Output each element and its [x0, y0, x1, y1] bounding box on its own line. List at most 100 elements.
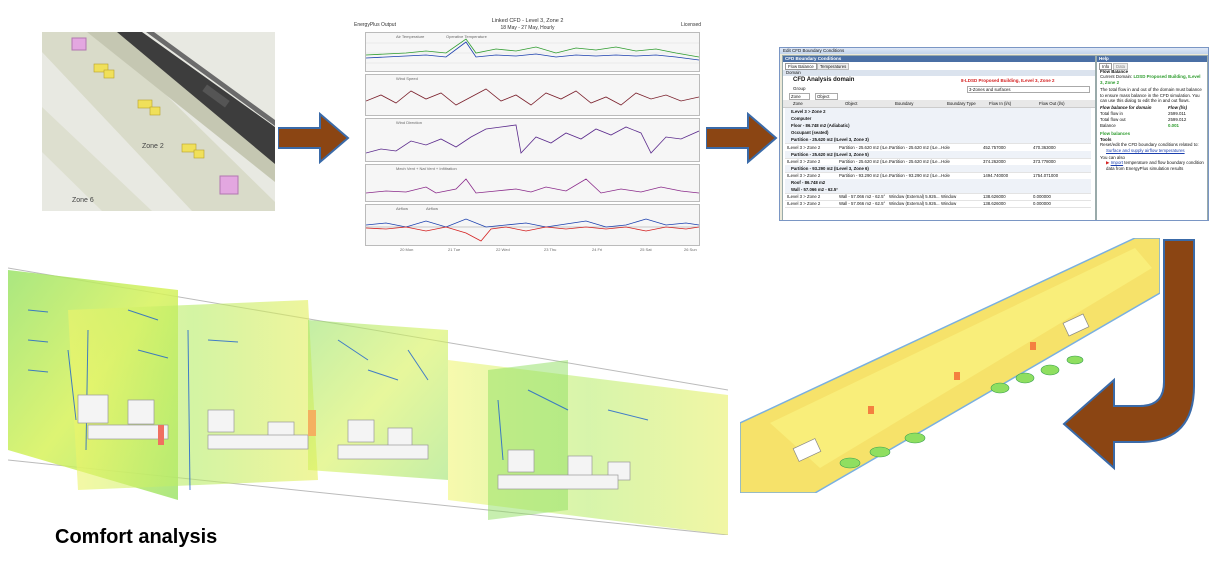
table-group-row[interactable]: Partition - 25.620 m2 (ILevel 3, Zone 5) — [785, 150, 1091, 159]
table-cell: Wall - 57.066 m2 - 62.5° — [839, 194, 886, 200]
eplus-right-header: Licensed — [680, 22, 701, 28]
eplus-title: Linked CFD - Level 3, Zone 2 — [491, 18, 564, 24]
group-row-label: Partition - 25.620 m2 (ILevel 3, Zone 5) — [791, 151, 869, 157]
x-tick: 25 Sat — [640, 247, 652, 252]
help-header: Help — [1097, 56, 1207, 62]
total-in-value: 2599.011 — [1168, 111, 1186, 117]
x-tick: 21 Tue — [448, 247, 461, 252]
boundary-table: ILevel 3 > Zone 2 Computer Floor - 86.748 … — [783, 108, 1095, 209]
building-3d-view: Zone 2 Zone 6 — [42, 32, 275, 211]
balance-label: Balance — [1100, 123, 1116, 129]
table-cell: Hole — [941, 144, 950, 150]
plot-airflow: Airflow Airflow — [365, 204, 700, 246]
tab-flow-balance[interactable]: Flow Balance — [785, 63, 817, 70]
col-header: Flow In (l/s) — [989, 101, 1012, 106]
energyplus-output-panel: EnergyPlus Output Linked CFD - Level 3, … — [350, 18, 705, 258]
x-tick: 23 Thu — [544, 247, 557, 252]
table-cell: 0.000000 — [1033, 194, 1051, 200]
table-group-row[interactable]: Partition - 25.620 m2 (ILevel 3, Zone 3) — [785, 136, 1091, 145]
eplus-subtitle: 18 May - 27 May, Hourly — [500, 25, 555, 31]
table-cell: ILevel 3 > Zone 2 — [787, 158, 821, 164]
domain-value: 8-LDSD Proposed Building, ILevel 3, Zone… — [961, 78, 1055, 83]
object-filter-select[interactable]: Object — [815, 93, 839, 100]
table-cell: Window — [941, 201, 957, 207]
table-cell: 0.000000 — [1033, 201, 1051, 207]
table-group-row[interactable]: Partition - 93.290 m2 (ILevel 3, Zone 6) — [785, 164, 1091, 173]
table-cell: 452.757000 — [983, 144, 1006, 150]
table-cell: Hole — [941, 172, 950, 178]
help-tab-info[interactable]: Info — [1099, 63, 1113, 70]
table-row[interactable]: ILevel 3 > Zone 2 Wall - 57.066 m2 - 62.5… — [785, 193, 1091, 202]
you-can-also: You can also — [1100, 155, 1125, 161]
col-header: Boundary — [895, 101, 914, 106]
group-row-label: Partition - 25.620 m2 (ILevel 3, Zone 3) — [791, 137, 869, 143]
tools-text: Reset/edit the CFD boundary conditions r… — [1100, 142, 1199, 148]
legend-item: Air Temperature — [396, 34, 425, 39]
help-domain-prefix: Current Domain: — [1100, 74, 1134, 80]
import-icon: ▶ — [1106, 160, 1110, 166]
flow-balances-heading: Flow balances — [1100, 131, 1131, 137]
floor-plan-comfort-map — [740, 238, 1160, 493]
col-header: Flow Out (l/s) — [1039, 101, 1065, 106]
curved-arrow — [1062, 239, 1195, 471]
col-header: Zone — [793, 101, 803, 106]
dialog-main-pane: CFD Boundary Conditions Flow Balance Tem… — [782, 55, 1096, 220]
cfd-airflow-volume — [8, 250, 728, 535]
group-row-label: Wall - 57.066 m2 - 62.5° — [791, 187, 838, 193]
right-arrow-1 — [278, 112, 350, 164]
group-row-label: Occupant (seated) — [791, 130, 829, 136]
tab-temperatures[interactable]: Temperatures — [817, 63, 850, 70]
help-tab-data[interactable]: Data — [1113, 63, 1129, 70]
legend-item: Mech Vent + Nat Vent + Infiltration — [396, 166, 457, 171]
table-cell: Partition - 93.290 m2 (ILe... — [839, 172, 892, 178]
help-domain-value: LDSD Proposed Building, ILevel 3, Zone 2 — [1100, 74, 1201, 85]
plot-wind-direction: Wind Direction — [365, 118, 700, 162]
group-select[interactable]: 3-Zones and surfaces — [967, 86, 1090, 93]
legend-item: Airflow — [396, 206, 409, 211]
table-cell: 1754.071000 — [1033, 172, 1059, 178]
x-tick: 26 Sun — [684, 247, 697, 252]
group-row-label: Computer — [791, 116, 812, 122]
table-cell: 470.363000 — [1033, 144, 1056, 150]
zone-label-6: Zone 6 — [72, 197, 94, 204]
x-tick: 24 Fri — [592, 247, 603, 252]
table-cell: 374.262000 — [983, 158, 1006, 164]
table-cell: 373.778000 — [1033, 158, 1056, 164]
tools-link[interactable]: Surface and supply airflow temperatures — [1106, 147, 1185, 153]
table-row[interactable]: ILevel 3 > Zone 2 Wall - 57.066 m2 - 62.5… — [785, 200, 1091, 209]
help-section-title: Flow Balance — [1100, 69, 1129, 74]
table-cell: ILevel 3 > Zone 2 — [787, 194, 821, 200]
right-arrow-2 — [706, 112, 778, 164]
total-out-value: 2599.012 — [1168, 117, 1187, 123]
total-in-label: Total flow in — [1100, 111, 1123, 117]
x-tick: 22 Wed — [496, 247, 510, 252]
balance-value: 0.001 — [1168, 123, 1179, 129]
table-cell: Hole — [941, 158, 950, 164]
table-group-row[interactable]: Wall - 57.066 m2 - 62.5° — [785, 186, 1091, 195]
col-header: Object — [845, 101, 858, 106]
table-cell: Window — [941, 194, 957, 200]
plot-temperature: Air Temperature Operative Temperature — [365, 32, 700, 72]
legend-item: Wind Direction — [396, 120, 423, 125]
tools-heading: Tools — [1100, 136, 1112, 142]
table-cell: ILevel 3 > Zone 2 — [787, 201, 821, 207]
total-out-label: Total flow out — [1100, 117, 1126, 123]
import-link[interactable]: Import — [1110, 160, 1124, 166]
table-cell: Window (External) 5.926... — [889, 194, 940, 200]
group-row-label: Partition - 93.290 m2 (ILevel 3, Zone 6) — [791, 165, 869, 171]
cfd-boundary-dialog: Edit CFD Boundary Conditions CFD Boundar… — [779, 47, 1209, 221]
dialog-titlebar: Edit CFD Boundary Conditions — [780, 48, 1208, 54]
table-cell: 1494.740000 — [983, 172, 1009, 178]
table-cell: 138.626000 — [983, 194, 1006, 200]
legend-item: Operative Temperature — [446, 34, 487, 39]
table-cell: ILevel 3 > Zone 2 — [787, 144, 821, 150]
comfort-analysis-caption: Comfort analysis — [55, 526, 218, 548]
eplus-left-header: EnergyPlus Output — [354, 22, 396, 28]
table-cell: ILevel 3 > Zone 2 — [787, 172, 821, 178]
table-cell: 138.626000 — [983, 201, 1006, 207]
table-cell: Window (External) 5.926... — [889, 201, 940, 207]
domain-section-label: Domain — [783, 70, 1095, 76]
zone-filter-select[interactable]: Zone — [789, 93, 810, 100]
plot-air-changes: Mech Vent + Nat Vent + Infiltration — [365, 164, 700, 202]
table-cell: Wall - 57.066 m2 - 62.5° — [839, 201, 886, 207]
